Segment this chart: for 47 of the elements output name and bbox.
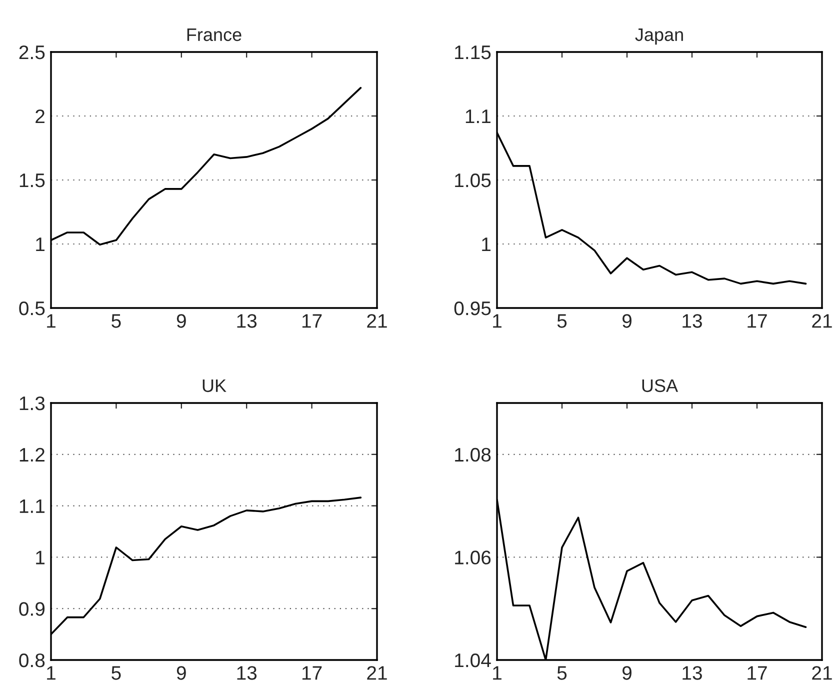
x-tick-label: 5 — [557, 666, 567, 680]
x-tick-label: 13 — [682, 666, 702, 680]
y-tick-label: 1.08 — [455, 448, 491, 462]
x-tick-label: 9 — [622, 314, 632, 328]
x-tick-label: 17 — [748, 314, 767, 328]
x-tick-label: 13 — [237, 666, 257, 680]
chart-title: Japan — [635, 28, 683, 45]
x-tick-label: 21 — [367, 666, 387, 680]
y-tick-label: 1 — [482, 238, 490, 252]
x-tick-label: 9 — [176, 666, 186, 680]
y-tick-label: 1 — [36, 238, 44, 252]
y-tick-label: 1.06 — [455, 550, 491, 564]
x-tick-label: 9 — [176, 314, 186, 328]
y-tick-label: 1.05 — [455, 173, 491, 188]
y-tick-label: 1.15 — [455, 46, 491, 60]
y-tick-label: 0.8 — [19, 653, 45, 668]
y-tick-label: 1.5 — [20, 174, 45, 188]
chart-title: USA — [642, 379, 678, 392]
x-tick-label: 21 — [367, 314, 387, 328]
y-tick-label: 0.9 — [19, 602, 45, 616]
y-tick-label: 2.5 — [19, 45, 45, 60]
y-tick-label: 0.95 — [454, 301, 491, 316]
y-tick-label: 1.3 — [20, 396, 45, 410]
x-tick-label: 5 — [112, 666, 121, 680]
x-tick-label: 5 — [112, 314, 121, 328]
y-tick-label: 1.2 — [20, 448, 44, 462]
y-tick-label: 2 — [36, 109, 44, 124]
x-tick-label: 1 — [493, 314, 502, 328]
x-tick-label: 17 — [748, 666, 767, 680]
y-tick-label: 1 — [36, 550, 44, 564]
y-tick-label: 1.1 — [466, 110, 490, 124]
x-tick-label: 5 — [557, 314, 567, 328]
x-tick-label: 9 — [622, 666, 632, 680]
x-tick-label: 17 — [302, 314, 322, 328]
x-tick-label: 1 — [47, 314, 56, 328]
x-tick-label: 1 — [493, 666, 502, 680]
x-tick-label: 17 — [302, 666, 322, 680]
x-tick-label: 13 — [682, 314, 702, 328]
chart-title: UK — [202, 379, 226, 392]
x-tick-label: 21 — [812, 314, 832, 328]
y-tick-label: 1.1 — [20, 499, 44, 513]
y-tick-label: 0.5 — [19, 301, 45, 316]
x-tick-label: 21 — [812, 666, 832, 680]
x-tick-label: 13 — [237, 314, 257, 328]
y-tick-label: 1.04 — [455, 653, 491, 668]
x-tick-label: 1 — [47, 666, 56, 680]
chart-title: France — [187, 28, 242, 42]
